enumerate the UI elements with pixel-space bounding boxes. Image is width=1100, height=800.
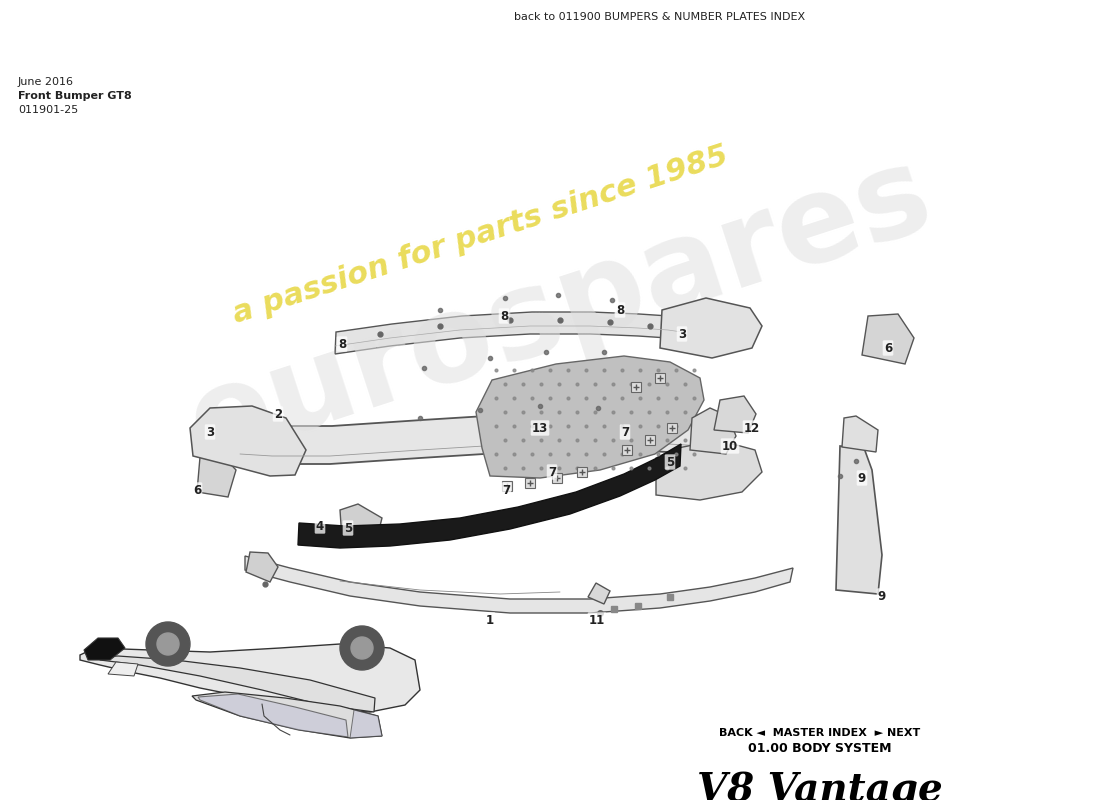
FancyBboxPatch shape: [667, 423, 676, 433]
Polygon shape: [298, 444, 681, 548]
Text: 5: 5: [344, 522, 352, 534]
Text: 9: 9: [858, 471, 866, 485]
Polygon shape: [862, 314, 914, 364]
Circle shape: [351, 637, 373, 659]
Circle shape: [157, 633, 179, 655]
Circle shape: [146, 622, 190, 666]
Text: 11: 11: [588, 614, 605, 626]
Text: BACK ◄  MASTER INDEX  ► NEXT: BACK ◄ MASTER INDEX ► NEXT: [719, 728, 921, 738]
Polygon shape: [84, 638, 125, 660]
Text: 8: 8: [499, 310, 508, 322]
Polygon shape: [80, 644, 420, 712]
Polygon shape: [197, 455, 236, 497]
Text: 011901-25: 011901-25: [18, 105, 78, 115]
FancyBboxPatch shape: [654, 373, 666, 383]
FancyBboxPatch shape: [621, 445, 632, 455]
Text: 7: 7: [548, 466, 557, 478]
Text: Front Bumper GT8: Front Bumper GT8: [18, 91, 132, 101]
Polygon shape: [836, 446, 882, 594]
Polygon shape: [100, 656, 375, 712]
Polygon shape: [240, 410, 730, 464]
Text: 01.00 BODY SYSTEM: 01.00 BODY SYSTEM: [748, 742, 892, 755]
Text: back to 011900 BUMPERS & NUMBER PLATES INDEX: back to 011900 BUMPERS & NUMBER PLATES I…: [515, 12, 805, 22]
FancyBboxPatch shape: [645, 435, 654, 445]
Text: 6: 6: [884, 342, 892, 354]
FancyBboxPatch shape: [631, 382, 641, 392]
Polygon shape: [842, 416, 878, 452]
Polygon shape: [245, 556, 793, 613]
Polygon shape: [108, 662, 138, 676]
Text: 9: 9: [878, 590, 887, 602]
Text: 4: 4: [316, 519, 324, 533]
Polygon shape: [350, 710, 382, 738]
Polygon shape: [336, 312, 683, 354]
Text: 12: 12: [744, 422, 760, 434]
Text: 7: 7: [502, 483, 510, 497]
Polygon shape: [246, 552, 278, 582]
Text: 13: 13: [532, 422, 548, 434]
Polygon shape: [690, 408, 736, 454]
Text: 3: 3: [206, 426, 214, 438]
Polygon shape: [192, 692, 382, 738]
FancyBboxPatch shape: [502, 481, 512, 491]
Text: 5: 5: [666, 455, 674, 469]
Text: 3: 3: [678, 327, 686, 341]
Text: 6: 6: [192, 483, 201, 497]
Text: 7: 7: [620, 426, 629, 438]
Circle shape: [340, 626, 384, 670]
Polygon shape: [714, 396, 756, 433]
FancyBboxPatch shape: [578, 467, 587, 477]
Polygon shape: [588, 583, 610, 604]
FancyBboxPatch shape: [525, 478, 535, 488]
Text: eurospares: eurospares: [175, 135, 946, 485]
Text: V8 Vantage: V8 Vantage: [697, 772, 943, 800]
Text: 8: 8: [616, 303, 624, 317]
Text: 8: 8: [338, 338, 346, 350]
Polygon shape: [190, 406, 306, 476]
Text: a passion for parts since 1985: a passion for parts since 1985: [229, 141, 732, 329]
Polygon shape: [660, 298, 762, 358]
Polygon shape: [476, 356, 704, 478]
Polygon shape: [340, 504, 382, 546]
Text: 1: 1: [486, 614, 494, 626]
Polygon shape: [656, 440, 762, 500]
FancyBboxPatch shape: [552, 473, 562, 483]
Text: June 2016: June 2016: [18, 77, 74, 87]
Text: 2: 2: [274, 407, 282, 421]
Text: 10: 10: [722, 439, 738, 453]
Polygon shape: [198, 694, 348, 737]
